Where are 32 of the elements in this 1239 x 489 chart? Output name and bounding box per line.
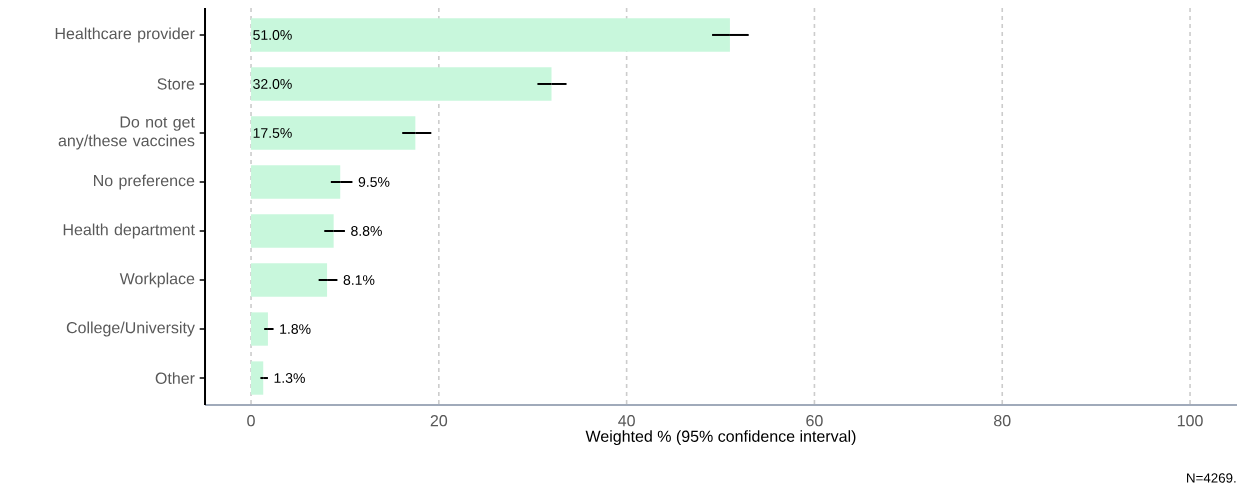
bar xyxy=(251,214,334,248)
data-label: 51.0% xyxy=(253,30,292,40)
x-tick-label: 100 xyxy=(1177,415,1203,427)
y-tick-label: Healthcare provider xyxy=(55,27,195,43)
bar xyxy=(251,67,552,101)
data-label: 1.8% xyxy=(280,324,311,334)
bar xyxy=(251,312,268,346)
x-tick-label: 20 xyxy=(430,415,448,427)
y-tick-label: No preference xyxy=(94,174,195,190)
bar xyxy=(251,263,328,297)
y-tick-label: Do not get any/these vaccines xyxy=(58,116,195,150)
x-tick-label: 80 xyxy=(994,415,1011,427)
data-label: 8.8% xyxy=(351,226,382,236)
data-label: 8.1% xyxy=(343,275,375,285)
data-label: 1.3% xyxy=(274,373,305,383)
y-tick-label: College/University xyxy=(66,321,195,337)
bar xyxy=(251,165,341,199)
bar xyxy=(251,361,264,395)
bar xyxy=(251,116,416,150)
data-label: 17.5% xyxy=(253,128,292,138)
text: N=4269. xyxy=(1187,473,1236,483)
x-axis-title: Weighted % (95% confidence interval) xyxy=(585,430,856,446)
data-label: 9.5% xyxy=(358,177,390,187)
bar xyxy=(251,18,730,52)
y-tick-label: Workplace xyxy=(119,272,195,288)
x-tick-label: 40 xyxy=(618,415,635,427)
y-tick-label: Other xyxy=(155,372,195,384)
data-label: 32.0% xyxy=(253,79,292,89)
y-tick-label: Store xyxy=(157,78,195,90)
y-tick-label: Health department xyxy=(63,223,195,239)
x-tick-label: 60 xyxy=(806,415,823,427)
x-tick-label: 0 xyxy=(247,415,255,427)
